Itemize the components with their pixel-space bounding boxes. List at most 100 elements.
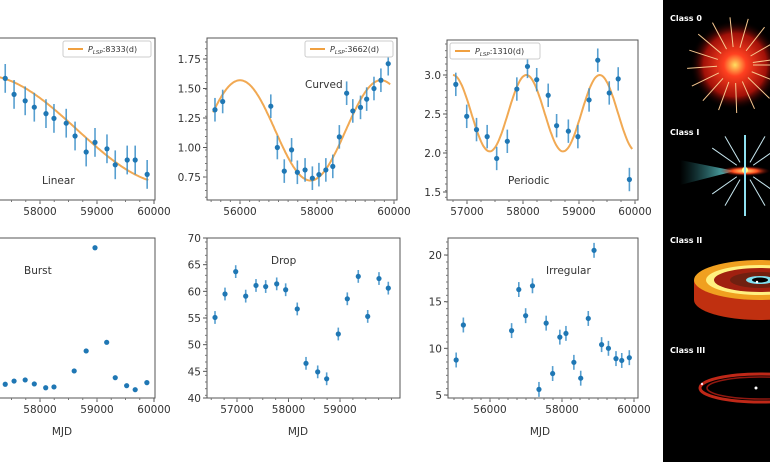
data-point (586, 97, 592, 103)
data-point (571, 359, 577, 365)
data-point (371, 85, 377, 92)
data-point (536, 386, 542, 393)
data-point (31, 381, 37, 387)
data-point (274, 281, 280, 287)
data-point (104, 339, 110, 345)
data-point (2, 381, 8, 387)
legend-value: :8333(d) (103, 45, 137, 54)
outflow-arrow (724, 179, 741, 206)
data-point (364, 96, 370, 102)
y-tick-label: 70 (188, 233, 201, 245)
data-point (144, 380, 150, 386)
data-point (529, 283, 536, 289)
x-tick-label: 58000 (272, 404, 305, 416)
data-point (83, 149, 89, 155)
data-point (63, 120, 69, 126)
outflow-arrow (752, 176, 770, 190)
data-point (460, 322, 466, 328)
data-point (71, 368, 77, 374)
plot-frame (0, 237, 156, 399)
data-point (268, 103, 274, 109)
data-point (323, 167, 329, 173)
data-point (303, 360, 309, 366)
data-point (31, 104, 37, 110)
x-tick-label: 58000 (300, 206, 333, 218)
plot-frame (447, 237, 639, 399)
data-point (92, 139, 98, 145)
legend-symbol: P (88, 45, 93, 54)
data-point (606, 90, 612, 96)
class-1-protostar-icon (680, 135, 770, 216)
data-point (324, 376, 330, 382)
class-0-envelope-icon (687, 17, 770, 113)
x-tick-label: 58000 (23, 404, 56, 416)
data-point (524, 63, 531, 70)
x-tick-label: 58000 (23, 206, 56, 218)
y-tick-label: 45 (188, 366, 201, 378)
data-point (274, 144, 280, 151)
data-point (504, 138, 510, 144)
data-point (11, 91, 17, 97)
data-point (534, 77, 540, 83)
data-point (605, 345, 612, 351)
infall-arrow (735, 82, 738, 113)
x-tick-label: 59000 (323, 404, 356, 416)
data-point (514, 86, 520, 92)
class-2-label: Class II (670, 236, 702, 245)
y-tick-label: 1.25 (178, 113, 201, 125)
fit-curve (452, 73, 634, 153)
panel-label: Burst (24, 265, 52, 277)
x-tick-label: 60000 (618, 206, 651, 218)
data-point (309, 175, 315, 181)
data-point (263, 283, 269, 290)
legend-box (304, 40, 394, 58)
y-tick-label: 40 (188, 393, 201, 405)
x-tick-label: 59000 (80, 404, 113, 416)
infall-arrow (751, 71, 770, 80)
data-point (212, 314, 218, 321)
y-tick-label: 2.0 (424, 148, 441, 160)
data-point (72, 133, 78, 139)
data-point (104, 146, 110, 152)
panel-curved: 56000 58000 60000 0.75 1.00 1.25 1.50 1.75 Curve… (178, 37, 411, 218)
panel-periodic: 57000 58000 59000 60000 1.5 2.0 2.5 3.0 Periodic… (424, 39, 652, 218)
outflow-arrow (724, 136, 741, 163)
panel-label: Drop (271, 255, 297, 267)
legend: PLSP:3662(d) (304, 40, 394, 58)
data-point (112, 375, 118, 381)
y-tick-label: 65 (188, 260, 201, 272)
outflow-arrow (711, 176, 738, 195)
data-point (22, 377, 28, 383)
infall-arrow (747, 77, 770, 99)
data-point (484, 134, 490, 140)
plot-frame (206, 237, 401, 399)
data-point (253, 282, 259, 289)
data-point (619, 357, 625, 364)
data-point (545, 92, 551, 98)
outflow-arrow (711, 147, 738, 166)
panel-irregular: 56000 58000 60000 5 10 15 20 Irregular MJD (429, 237, 651, 438)
data-point (316, 172, 322, 178)
class-2-disk-icon (694, 260, 770, 320)
data-point (22, 98, 28, 104)
legend-value: :1310(d) (490, 47, 524, 56)
x-axis-label: MJD (288, 426, 308, 438)
data-point (494, 155, 500, 162)
legend-subscript: LSP (480, 52, 491, 58)
data-point (591, 247, 597, 253)
data-point (575, 134, 581, 140)
data-point (124, 157, 130, 163)
legend-label: PLSP:1310(d) (475, 47, 524, 58)
panel-label: Irregular (546, 265, 591, 277)
panel-label: Periodic (508, 175, 550, 187)
y-tick-label: 1.75 (178, 54, 201, 66)
data-point (509, 328, 515, 334)
infall-arrow (741, 81, 755, 110)
data-point (212, 107, 218, 113)
infall-arrow (697, 33, 722, 54)
data-point (550, 370, 556, 377)
data-point (132, 387, 138, 393)
legend: PLSP:1310(d) (449, 42, 541, 60)
